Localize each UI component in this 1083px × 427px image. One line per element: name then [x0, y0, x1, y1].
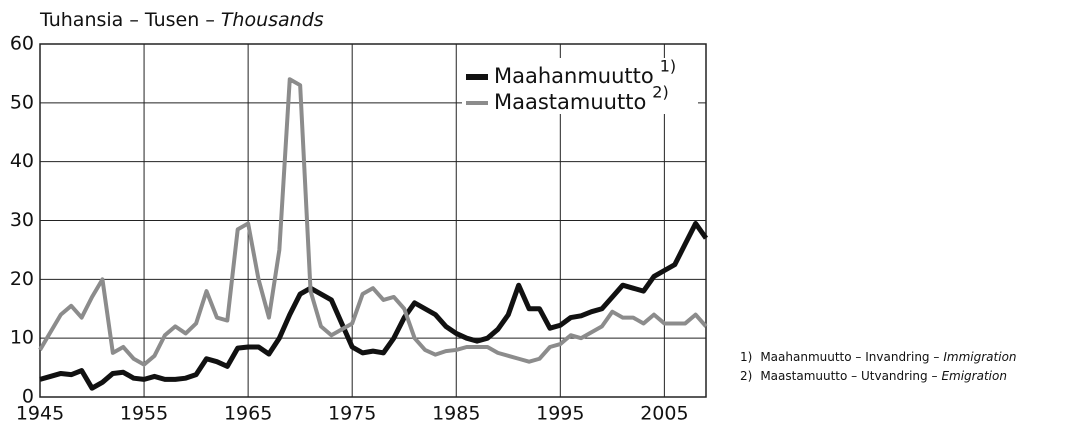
- footnote-italic: Emigration: [941, 369, 1007, 383]
- title-text: Tuhansia – Tusen –: [39, 9, 215, 31]
- footnote-marker: 2): [740, 369, 752, 383]
- legend-label: Maahanmuutto: [494, 64, 654, 88]
- line-series: [38, 77, 708, 367]
- x-tick-label: 1945: [16, 403, 64, 425]
- chart-title: Tuhansia – Tusen – Thousands: [39, 9, 324, 31]
- title-italic: Thousands: [221, 9, 324, 31]
- line-series: [39, 220, 709, 391]
- footnote-marker: 1): [740, 350, 752, 364]
- y-tick-label: 30: [10, 209, 34, 231]
- legend-note: 2): [652, 83, 668, 102]
- y-tick-label: 40: [10, 150, 34, 172]
- footnote-italic: Immigration: [943, 350, 1016, 364]
- x-tick-label: 1995: [536, 403, 584, 425]
- x-tick-label: 1965: [224, 403, 272, 425]
- y-tick-label: 10: [10, 327, 34, 349]
- legend-label: Maastamuutto: [494, 90, 646, 114]
- footnote-text: Maastamuutto – Utvandring –: [760, 369, 937, 383]
- plot-frame: [39, 43, 707, 398]
- x-tick-label: 1975: [328, 403, 376, 425]
- x-tick-label: 1985: [432, 403, 480, 425]
- legend-note: 1): [660, 57, 676, 76]
- y-tick-label: 20: [10, 268, 34, 290]
- footnote: 1) Maahanmuutto – Invandring – Immigration: [740, 350, 1017, 364]
- y-tick-label: 50: [10, 91, 34, 113]
- footnote-text: Maahanmuutto – Invandring –: [760, 350, 939, 364]
- y-tick-label: 0: [22, 386, 34, 408]
- footnote: 2) Maastamuutto – Utvandring – Emigration: [740, 369, 1007, 383]
- y-tick-label: 60: [10, 33, 34, 55]
- x-tick-label: 2005: [640, 403, 688, 425]
- legend-box: [462, 58, 698, 114]
- x-tick-label: 1955: [120, 403, 168, 425]
